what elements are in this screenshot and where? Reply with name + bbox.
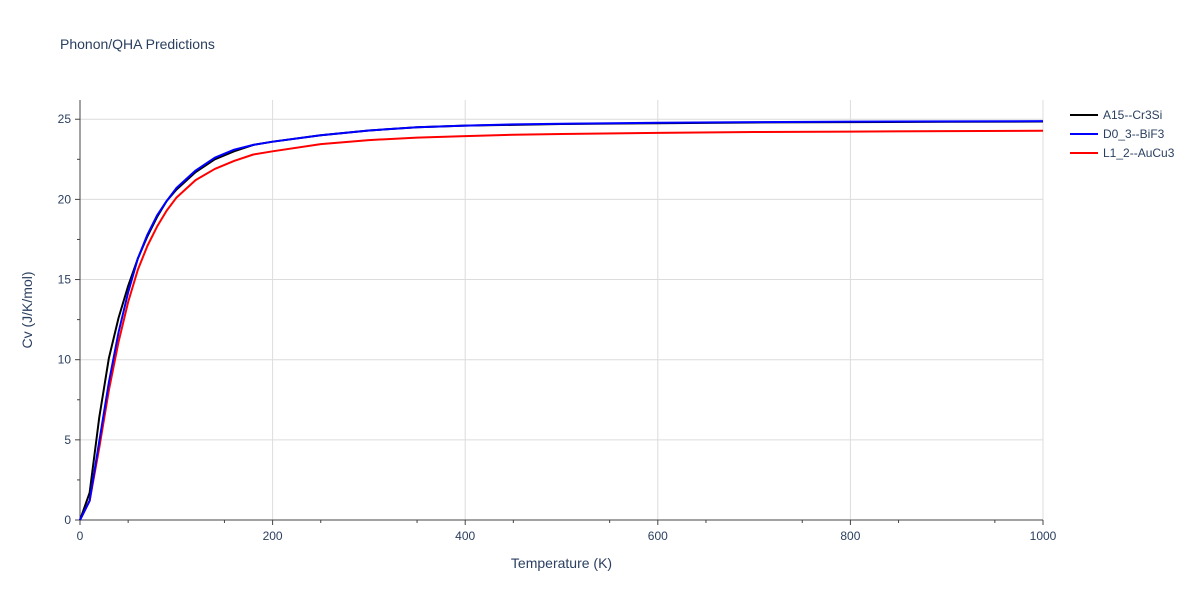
- y-tick-label: 5: [64, 433, 71, 447]
- grid-lines: [80, 100, 1044, 520]
- series-line-d0-3-bif3: [79, 120, 1044, 521]
- legend-item[interactable]: L1_2--AuCu3: [1070, 146, 1175, 160]
- x-tick-label: 800: [840, 529, 860, 543]
- series-line-l1-2-aucu3: [79, 129, 1044, 521]
- series-line-a15-cr3si: [79, 120, 1044, 521]
- y-tick-label: 10: [58, 353, 72, 367]
- legend-item[interactable]: A15--Cr3Si: [1070, 108, 1162, 122]
- y-tick-label: 25: [58, 112, 72, 126]
- x-tick-label: 600: [648, 529, 668, 543]
- axes: 0 200 400 600 800 1000 0 5 10 15 20 25 Temperature (…: [19, 100, 1057, 571]
- y-axis-title: Cv (J/K/mol): [19, 272, 35, 349]
- legend-item[interactable]: D0_3--BiF3: [1070, 127, 1165, 141]
- y-tick-label: 20: [58, 192, 72, 206]
- x-tick-label: 1000: [1030, 529, 1057, 543]
- chart-title: Phonon/QHA Predictions: [60, 36, 215, 52]
- y-tick-label: 15: [58, 273, 72, 287]
- legend-label: D0_3--BiF3: [1103, 127, 1165, 141]
- legend-label: A15--Cr3Si: [1103, 108, 1162, 122]
- x-tick-label: 200: [263, 529, 283, 543]
- x-tick-label: 0: [77, 529, 84, 543]
- x-tick-label: 400: [455, 529, 475, 543]
- x-axis-title: Temperature (K): [511, 555, 612, 571]
- series-lines: [79, 120, 1044, 521]
- y-tick-label: 0: [64, 513, 71, 527]
- legend[interactable]: A15--Cr3Si D0_3--BiF3 L1_2--AuCu3: [1070, 108, 1175, 160]
- legend-label: L1_2--AuCu3: [1103, 146, 1175, 160]
